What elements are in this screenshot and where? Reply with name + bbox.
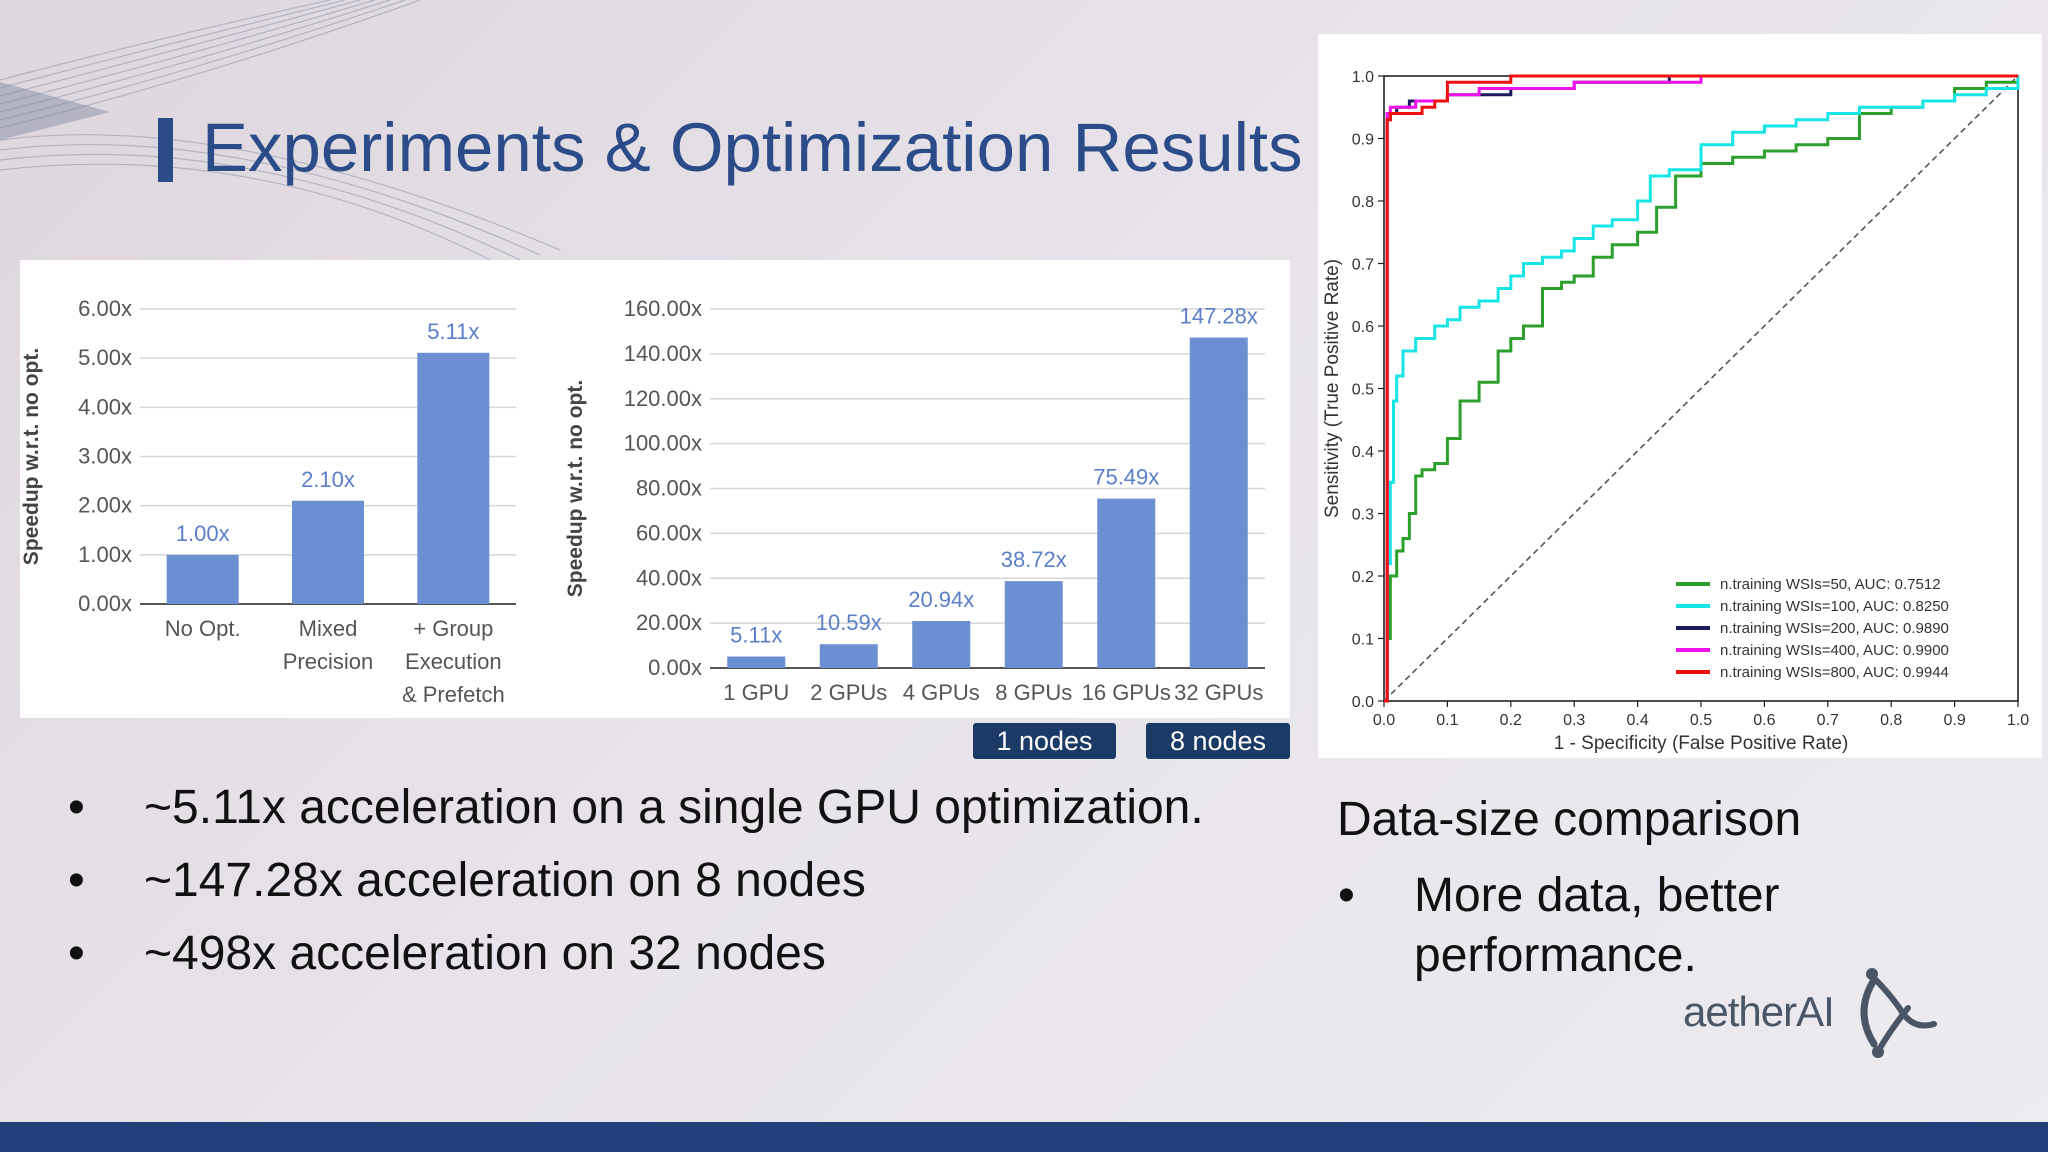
y-tick-label: 80.00x bbox=[636, 476, 702, 501]
x-tick-label: 1.0 bbox=[2007, 712, 2029, 729]
y-tick-label: 1.00x bbox=[78, 542, 132, 567]
roc-series-line bbox=[1384, 76, 2020, 703]
bullet-text: ~5.11x acceleration on a single GPU opti… bbox=[144, 781, 1204, 834]
y-tick-label: 1.0 bbox=[1352, 69, 1374, 86]
y-axis-title: Sensitivity (True Positive Rate) bbox=[1322, 259, 1343, 518]
bar bbox=[819, 644, 878, 668]
y-tick-label: 100.00x bbox=[624, 431, 702, 456]
company-logo-icon bbox=[1860, 968, 1937, 1058]
y-tick-label: 0.6 bbox=[1352, 319, 1374, 336]
y-tick-label: 0.00x bbox=[78, 591, 132, 616]
bar bbox=[1004, 581, 1063, 668]
legend-label: n.training WSIs=100, AUC: 0.8250 bbox=[1720, 598, 1949, 615]
bullet-symbol: • bbox=[68, 927, 85, 980]
y-tick-label: 3.00x bbox=[78, 444, 132, 469]
y-tick-label: 0.4 bbox=[1352, 444, 1374, 461]
side-bullet-text: More data, better performance. bbox=[1414, 869, 1780, 982]
title-accent-bar bbox=[158, 118, 173, 182]
x-tick-label: No Opt. bbox=[165, 616, 241, 641]
node-badge-1: 1 nodes bbox=[973, 723, 1116, 759]
bar bbox=[292, 500, 364, 604]
y-axis-title: Speedup w.r.t. no opt. bbox=[564, 380, 587, 597]
chance-diagonal bbox=[1383, 75, 2019, 702]
bar bbox=[727, 656, 786, 668]
x-tick-label: 4 GPUs bbox=[903, 680, 980, 705]
bullet-symbol: • bbox=[68, 854, 85, 907]
x-tick-label: 0.1 bbox=[1436, 712, 1458, 729]
x-tick-label: 0.2 bbox=[1500, 712, 1522, 729]
y-tick-label: 0.0 bbox=[1352, 694, 1374, 711]
y-tick-label: 140.00x bbox=[624, 341, 702, 366]
bullet-symbol: • bbox=[68, 781, 85, 834]
bar bbox=[1097, 498, 1156, 668]
x-tick-label: 0.6 bbox=[1753, 712, 1775, 729]
slide-title: Experiments & Optimization Results bbox=[202, 109, 1303, 186]
x-tick-label: 0.9 bbox=[1943, 712, 1965, 729]
y-tick-label: 0.1 bbox=[1352, 632, 1374, 649]
y-tick-label: 0.9 bbox=[1352, 132, 1374, 149]
y-tick-label: 40.00x bbox=[636, 565, 702, 590]
bar-value-label: 75.49x bbox=[1093, 465, 1159, 490]
footer-bar bbox=[0, 1122, 2048, 1152]
bar-value-label: 10.59x bbox=[816, 610, 882, 635]
roc-series-line bbox=[1384, 76, 2020, 703]
x-tick-label: 0.8 bbox=[1880, 712, 1902, 729]
y-tick-label: 20.00x bbox=[636, 610, 702, 635]
roc-curve-chart: 0.0 0.1 0.2 0.3 0.4 0.5 0.6 0.7 0.8 0.9 1.0 0.0 0.1 0… bbox=[1322, 69, 2029, 754]
x-tick-label: Mixed Precision bbox=[283, 616, 373, 674]
x-tick-label: 0.5 bbox=[1690, 712, 1712, 729]
bar-value-label: 5.11x bbox=[730, 623, 782, 648]
y-tick-label: 0.8 bbox=[1352, 194, 1374, 211]
x-tick-label: 32 GPUs bbox=[1174, 680, 1263, 705]
y-tick-label: 160.00x bbox=[624, 296, 702, 321]
node-badge-8: 8 nodes bbox=[1146, 723, 1290, 759]
bar bbox=[912, 621, 971, 668]
bar bbox=[166, 554, 239, 604]
y-tick-label: 4.00x bbox=[78, 394, 132, 419]
decorative-waves bbox=[0, 0, 561, 266]
y-tick-label: 120.00x bbox=[624, 386, 702, 411]
bar-value-label: 2.10x bbox=[301, 467, 355, 492]
x-tick-label: 8 GPUs bbox=[995, 680, 1072, 705]
speedup-bar-charts: 0.00x 1.00x 2.00x 3.00x 4.00x 5.00x 6.00x 1.00x… bbox=[20, 296, 1265, 707]
legend-label: n.training WSIs=50, AUC: 0.7512 bbox=[1720, 576, 1941, 593]
side-heading: Data-size comparison bbox=[1337, 793, 1802, 846]
roc-chart-panel: 0.0 0.1 0.2 0.3 0.4 0.5 0.6 0.7 0.8 0.9 1.0 0.0 0.1 0… bbox=[1318, 34, 2042, 758]
y-tick-label: 0.7 bbox=[1352, 257, 1374, 274]
roc-series-line bbox=[1384, 74, 2018, 703]
y-tick-label: 5.00x bbox=[78, 345, 132, 370]
x-tick-label: 0.7 bbox=[1817, 712, 1839, 729]
x-tick-label: 0.0 bbox=[1373, 712, 1395, 729]
x-axis-title: 1 - Specificity (False Positive Rate) bbox=[1554, 733, 1849, 754]
y-tick-label: 0.2 bbox=[1352, 569, 1374, 586]
bar bbox=[1189, 337, 1248, 668]
y-axis-title: Speedup w.r.t. no opt. bbox=[20, 348, 43, 565]
x-tick-label: 1 GPU bbox=[723, 680, 789, 705]
y-tick-label: 6.00x bbox=[78, 296, 132, 321]
y-tick-label: 0.3 bbox=[1352, 507, 1374, 524]
y-tick-label: 0.5 bbox=[1352, 382, 1374, 399]
speedup-charts-panel: 0.00x 1.00x 2.00x 3.00x 4.00x 5.00x 6.00x 1.00x… bbox=[20, 260, 1290, 718]
bar-value-label: 1.00x bbox=[176, 521, 230, 546]
bar-value-label: 5.11x bbox=[427, 319, 479, 344]
y-tick-label: 2.00x bbox=[78, 493, 132, 518]
x-tick-label: + Group Execution & Prefetch bbox=[402, 616, 505, 707]
bullet-symbol: • bbox=[1338, 869, 1355, 922]
x-tick-label: 2 GPUs bbox=[810, 680, 887, 705]
bar-value-label: 147.28x bbox=[1180, 304, 1258, 329]
bullet-text: ~498x acceleration on 32 nodes bbox=[144, 927, 826, 980]
bar-value-label: 38.72x bbox=[1001, 547, 1067, 572]
legend-label: n.training WSIs=800, AUC: 0.9944 bbox=[1720, 664, 1949, 681]
company-logo-text: aetherAI bbox=[1683, 988, 1835, 1035]
x-tick-label: 0.4 bbox=[1626, 712, 1648, 729]
legend-label: n.training WSIs=200, AUC: 0.9890 bbox=[1720, 620, 1949, 637]
legend-label: n.training WSIs=400, AUC: 0.9900 bbox=[1720, 642, 1949, 659]
x-tick-label: 0.3 bbox=[1563, 712, 1585, 729]
y-tick-label: 0.00x bbox=[648, 655, 702, 680]
y-tick-label: 60.00x bbox=[636, 520, 702, 545]
bullet-text: ~147.28x acceleration on 8 nodes bbox=[144, 854, 866, 907]
x-tick-label: 16 GPUs bbox=[1082, 680, 1171, 705]
bar-value-label: 20.94x bbox=[908, 587, 974, 612]
bar bbox=[417, 352, 490, 604]
